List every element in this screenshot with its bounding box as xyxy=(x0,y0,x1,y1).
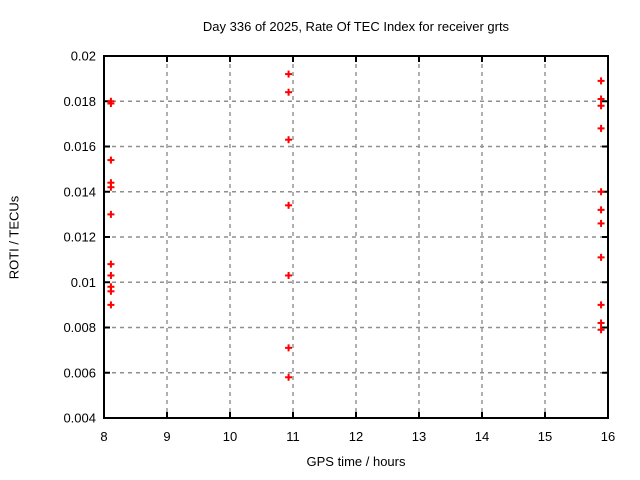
data-point-marker xyxy=(597,124,605,132)
y-tick-label: 0.014 xyxy=(63,184,96,199)
chart-title: Day 336 of 2025, Rate Of TEC Index for r… xyxy=(202,19,510,34)
data-point-marker xyxy=(285,88,293,96)
data-point-marker xyxy=(597,319,605,327)
x-tick-label: 16 xyxy=(601,429,615,444)
x-tick-label: 10 xyxy=(223,429,237,444)
data-point-marker xyxy=(107,301,115,309)
data-point-marker xyxy=(285,344,293,352)
data-point-marker xyxy=(107,100,115,108)
y-tick-label: 0.01 xyxy=(71,275,96,290)
data-point-marker xyxy=(107,260,115,268)
x-tick-label: 8 xyxy=(100,429,107,444)
data-point-marker xyxy=(597,219,605,227)
y-tick-label: 0.02 xyxy=(71,49,96,64)
data-point-marker xyxy=(597,326,605,334)
data-point-marker xyxy=(285,136,293,144)
data-point-marker xyxy=(597,188,605,196)
data-point-marker xyxy=(107,156,115,164)
data-point-marker xyxy=(597,206,605,214)
y-tick-label: 0.018 xyxy=(63,94,96,109)
y-tick-label: 0.016 xyxy=(63,139,96,154)
plot-border xyxy=(103,55,609,419)
y-tick-label: 0.012 xyxy=(63,230,96,245)
data-point-marker xyxy=(597,95,605,103)
x-tick-label: 13 xyxy=(412,429,426,444)
gridlines xyxy=(104,56,608,418)
x-tick-label: 12 xyxy=(349,429,363,444)
y-tick-label: 0.004 xyxy=(63,411,96,426)
data-points xyxy=(107,70,605,381)
data-point-marker xyxy=(285,271,293,279)
x-tick-label: 14 xyxy=(475,429,489,444)
y-tick-label: 0.008 xyxy=(63,320,96,335)
data-point-marker xyxy=(285,373,293,381)
data-point-marker xyxy=(597,253,605,261)
data-point-marker xyxy=(597,301,605,309)
data-point-marker xyxy=(285,201,293,209)
data-point-marker xyxy=(107,183,115,191)
data-point-marker xyxy=(107,287,115,295)
tick-labels: 8 9 10 11 12 13 14 15 16 0.004 0.006 0.008 0.01 0.012… xyxy=(63,49,615,445)
data-point-marker xyxy=(597,77,605,85)
x-tick-label: 9 xyxy=(163,429,170,444)
x-axis-label: GPS time / hours xyxy=(306,454,406,469)
data-point-marker xyxy=(285,70,293,78)
data-point-marker xyxy=(107,271,115,279)
x-tick-label: 11 xyxy=(286,429,300,444)
x-tick-label: 15 xyxy=(538,429,552,444)
y-tick-label: 0.006 xyxy=(63,365,96,380)
data-point-marker xyxy=(597,102,605,110)
data-point-marker xyxy=(107,210,115,218)
